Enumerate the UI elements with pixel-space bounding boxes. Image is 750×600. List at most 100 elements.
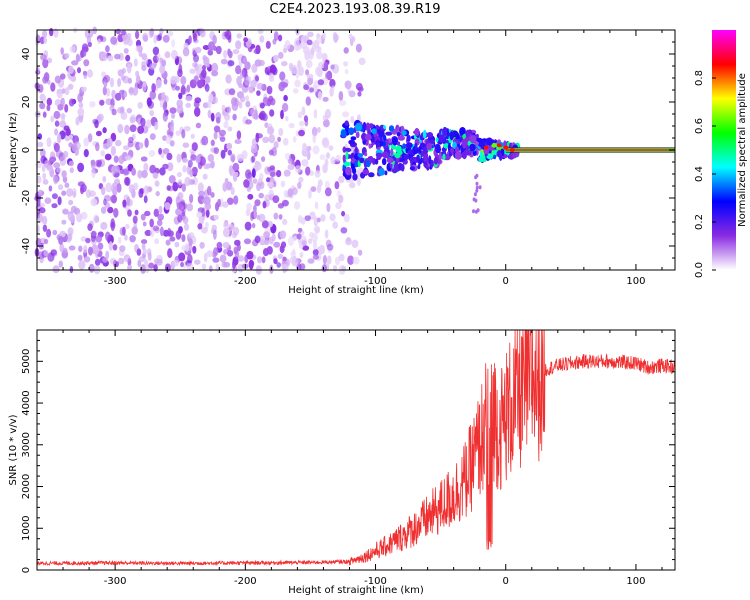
noise-speck — [112, 244, 118, 251]
noise-speck — [121, 29, 126, 36]
noise-speck — [148, 149, 156, 157]
noise-speck — [83, 245, 88, 254]
noise-speck — [132, 215, 138, 224]
snr-y-tick-label: 1000 — [21, 516, 32, 541]
tail-speck — [475, 181, 479, 186]
noise-speck — [237, 54, 242, 61]
noise-speck — [49, 27, 54, 37]
noise-speck — [232, 162, 240, 173]
noise-speck — [266, 85, 273, 95]
noise-speck — [281, 82, 288, 88]
noise-speck — [277, 136, 281, 142]
signal-speck — [403, 153, 409, 161]
signal-speck — [396, 132, 401, 137]
noise-speck — [178, 92, 183, 100]
noise-speck — [148, 262, 155, 269]
noise-speck — [142, 32, 149, 42]
noise-speck — [321, 264, 327, 273]
signal-speck — [374, 158, 379, 165]
spectrogram-x-tick-label: -300 — [104, 276, 127, 287]
noise-speck — [243, 238, 252, 245]
noise-speck — [259, 181, 265, 190]
noise-speck — [121, 67, 127, 74]
noise-speck — [169, 107, 177, 114]
noise-speck — [248, 173, 253, 182]
noise-speck — [42, 172, 47, 180]
noise-speck — [96, 161, 102, 168]
noise-speck — [69, 46, 76, 53]
noise-speck — [194, 97, 202, 104]
signal-speck — [402, 143, 406, 149]
noise-speck — [142, 248, 147, 255]
signal-speck — [417, 164, 421, 170]
noise-speck — [292, 248, 296, 255]
noise-speck — [154, 121, 159, 131]
noise-speck — [37, 133, 42, 140]
noise-speck — [333, 33, 339, 43]
colorbar-gradient — [712, 30, 736, 270]
noise-speck — [297, 66, 304, 76]
noise-speck — [277, 253, 284, 259]
noise-speck — [322, 96, 329, 102]
noise-speck — [85, 189, 92, 199]
noise-speck — [204, 83, 210, 93]
noise-speck — [64, 87, 70, 96]
noise-speck — [137, 117, 142, 125]
noise-speck — [105, 182, 113, 193]
noise-speck — [195, 155, 201, 164]
noise-speck — [175, 130, 181, 136]
noise-speck — [201, 69, 207, 79]
noise-speck — [157, 213, 164, 221]
noise-speck — [87, 133, 93, 143]
noise-speck — [149, 218, 154, 228]
signal-speck — [388, 125, 395, 132]
signal-speck — [368, 123, 374, 129]
spectrogram-y-tick-label: 0 — [21, 147, 32, 153]
noise-speck — [166, 162, 174, 172]
noise-speck — [83, 149, 89, 158]
noise-speck — [293, 235, 297, 241]
noise-speck — [256, 90, 261, 96]
noise-speck — [213, 247, 219, 256]
noise-speck — [175, 230, 182, 240]
noise-speck — [340, 227, 348, 234]
noise-speck — [170, 125, 175, 133]
noise-speck — [203, 163, 210, 170]
colorbar: 0.0 0.2 0.4 0.6 0.8 Normalized spectral ampl… — [694, 30, 748, 278]
signal-speck — [382, 125, 386, 130]
noise-speck — [189, 193, 194, 204]
noise-speck — [225, 30, 232, 40]
noise-speck — [133, 58, 138, 67]
noise-speck — [126, 107, 132, 114]
noise-speck — [176, 202, 183, 210]
noise-speck — [220, 58, 228, 65]
noise-speck — [77, 93, 83, 103]
noise-speck — [144, 137, 149, 148]
noise-speck — [116, 183, 122, 193]
noise-speck — [334, 181, 340, 190]
noise-speck — [202, 64, 206, 71]
noise-speck — [97, 242, 104, 250]
noise-speck — [113, 207, 119, 218]
noise-speck — [301, 159, 309, 167]
noise-speck — [314, 201, 319, 210]
noise-speck — [236, 33, 242, 39]
noise-speck — [298, 120, 305, 127]
noise-speck — [263, 231, 270, 239]
noise-speck — [251, 155, 256, 163]
noise-speck — [140, 213, 146, 221]
noise-speck — [289, 256, 296, 265]
noise-speck — [82, 70, 88, 76]
noise-speck — [168, 175, 176, 184]
noise-speck — [89, 190, 96, 197]
noise-speck — [221, 104, 226, 112]
noise-speck — [149, 90, 157, 100]
noise-speck — [345, 237, 352, 246]
noise-speck — [343, 213, 350, 223]
noise-speck — [244, 221, 252, 231]
noise-speck — [141, 239, 148, 245]
noise-speck — [245, 95, 250, 102]
noise-speck — [281, 102, 289, 112]
noise-speck — [278, 51, 284, 59]
